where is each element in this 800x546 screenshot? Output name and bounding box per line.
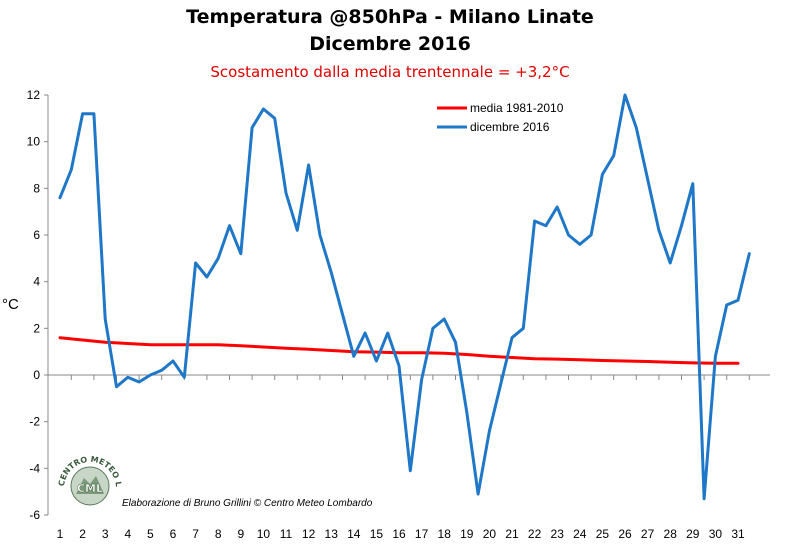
- x-tick-label: 10: [257, 527, 271, 541]
- x-tick-label: 12: [302, 527, 316, 541]
- x-tick-label: 22: [528, 527, 542, 541]
- x-tick-label: 11: [280, 527, 293, 541]
- x-tick-label: 13: [325, 527, 339, 541]
- x-tick-label: 30: [709, 527, 723, 541]
- x-tick-label: 20: [483, 527, 497, 541]
- y-tick-label: 10: [27, 135, 41, 149]
- x-tick-label: 18: [438, 527, 452, 541]
- legend-label-media: media 1981-2010: [470, 101, 564, 115]
- y-tick-label: 6: [33, 228, 40, 242]
- x-tick-label: 28: [664, 527, 678, 541]
- x-tick-label: 26: [618, 527, 632, 541]
- x-tick-label: 4: [124, 527, 131, 541]
- x-tick-label: 19: [460, 527, 474, 541]
- legend-label-dicembre: dicembre 2016: [470, 120, 550, 134]
- y-tick-label: -6: [29, 508, 40, 522]
- x-tick-label: 24: [573, 527, 587, 541]
- x-tick-label: 27: [641, 527, 655, 541]
- x-tick-label: 23: [551, 527, 565, 541]
- chart-title-line2: Dicembre 2016: [309, 33, 471, 55]
- series-line-media: [58, 336, 740, 365]
- x-tick-label: 8: [215, 527, 222, 541]
- x-tick-label: 21: [505, 527, 519, 541]
- y-tick-label: 12: [27, 88, 41, 102]
- credit-text: Elaborazione di Bruno Grillini © Centro …: [122, 498, 373, 509]
- y-tick-label: 2: [33, 321, 40, 335]
- y-tick-label: -4: [29, 461, 40, 475]
- y-axis-label: °C: [2, 296, 19, 313]
- x-tick-label: 29: [686, 527, 700, 541]
- x-tick-label: 7: [192, 527, 199, 541]
- x-tick-label: 25: [596, 527, 610, 541]
- x-tick-label: 9: [237, 527, 244, 541]
- y-tick-label: 4: [33, 275, 40, 289]
- x-tick-label: 17: [415, 527, 429, 541]
- y-tick-label: -2: [29, 415, 40, 429]
- y-tick-label: 0: [33, 368, 40, 382]
- cml-logo-icon: CENTRO METEO LOMBARDO CML: [50, 441, 126, 525]
- chart-subtitle: Scostamento dalla media trentennale = +3…: [210, 63, 570, 81]
- x-tick-label: 15: [370, 527, 384, 541]
- x-tick-label: 3: [102, 527, 109, 541]
- y-tick-label: 8: [33, 181, 40, 195]
- x-tick-label: 6: [170, 527, 177, 541]
- x-tick-label: 14: [347, 527, 361, 541]
- series-line-dicembre: [58, 93, 751, 501]
- x-tick-label: 31: [731, 527, 745, 541]
- x-tick-label: 5: [147, 527, 154, 541]
- chart-title: Temperatura @850hPa - Milano Linate: [186, 6, 594, 28]
- logo-initials: CML: [77, 482, 103, 495]
- x-tick-label: 1: [57, 527, 64, 541]
- x-tick-label: 16: [392, 527, 406, 541]
- x-tick-label: 2: [79, 527, 86, 541]
